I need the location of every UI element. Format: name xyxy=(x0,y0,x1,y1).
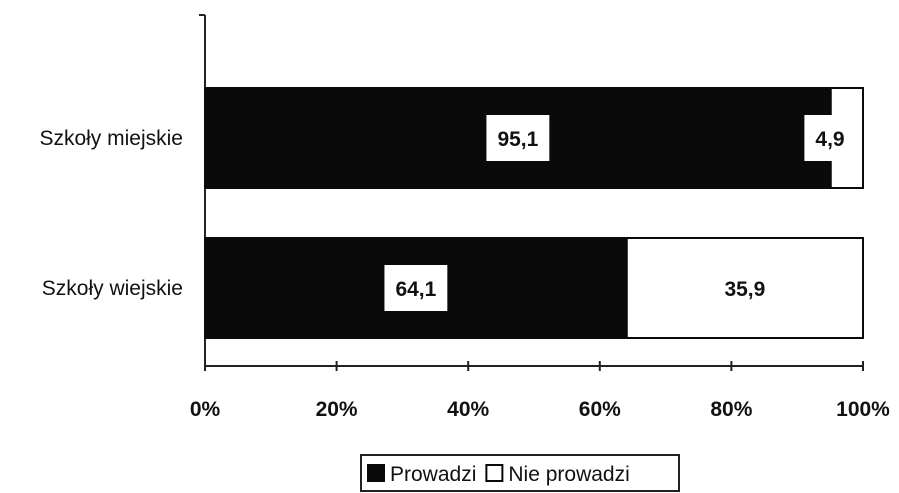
x-tick-label: 40% xyxy=(447,398,489,421)
data-label-box xyxy=(713,265,777,311)
legend-swatch xyxy=(367,464,385,482)
data-label: 95,1 xyxy=(497,128,538,151)
data-label: 4,9 xyxy=(815,128,844,151)
x-tick-label: 80% xyxy=(710,398,752,421)
chart-labels: 95,1 4,9 64,1 35,9 xyxy=(384,115,856,311)
legend-swatch xyxy=(485,464,504,482)
data-label-box xyxy=(486,115,550,161)
x-tick-label: 0% xyxy=(190,398,221,421)
chart-legend: Prowadzi Nie prowadzi xyxy=(360,454,680,492)
data-label: 64,1 xyxy=(395,278,436,301)
data-label-box xyxy=(804,115,856,161)
legend-label: Prowadzi xyxy=(390,463,476,486)
category-label: Szkoły miejskie xyxy=(39,127,183,150)
x-tick-label: 20% xyxy=(316,398,358,421)
legend-label: Nie prowadzi xyxy=(508,463,629,486)
data-label: 35,9 xyxy=(724,278,765,301)
legend-frame xyxy=(360,454,680,492)
category-label: Szkoły wiejskie xyxy=(42,277,183,300)
data-label-box xyxy=(384,265,448,311)
chart-axes: 0% 20% 40% 60% 80% 100% Szkoły miejskie Szkoły … xyxy=(39,14,890,421)
x-tick-label: 60% xyxy=(579,398,621,421)
x-tick-label: 100% xyxy=(836,398,890,421)
